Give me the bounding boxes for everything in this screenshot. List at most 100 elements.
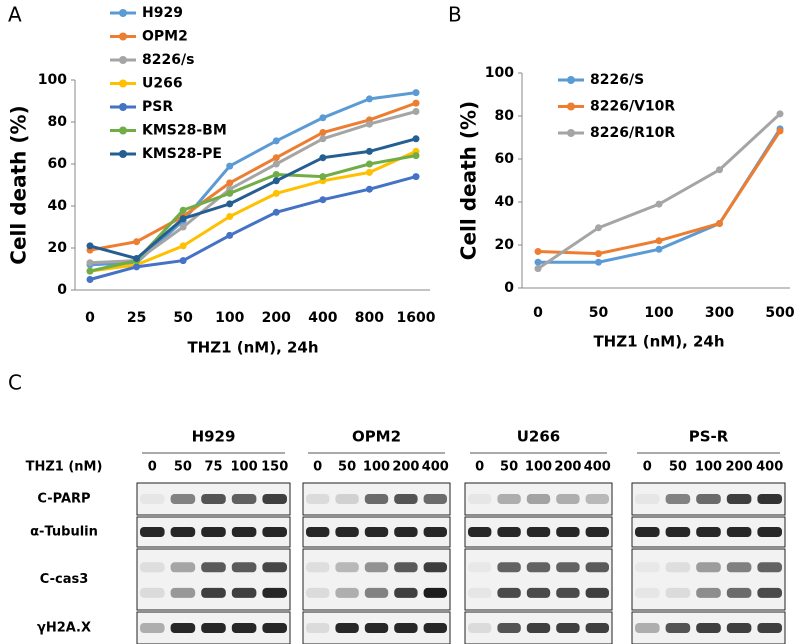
data-point xyxy=(226,200,234,208)
row-label: C-cas3 xyxy=(40,572,89,587)
x-axis-title: THZ1 (nM), 24h xyxy=(593,333,724,351)
x-tick-label: 50 xyxy=(589,305,609,321)
data-point xyxy=(365,160,373,168)
blot-band xyxy=(468,623,492,633)
x-tick-label: 500 xyxy=(765,305,794,321)
data-point xyxy=(655,245,663,253)
x-tick-label: 1600 xyxy=(397,310,436,326)
blot-band xyxy=(468,527,492,537)
blot-frame xyxy=(302,548,451,611)
legend-label: 8226/R10R xyxy=(590,125,675,141)
data-point xyxy=(534,247,542,255)
blot-frame xyxy=(136,548,291,611)
row-label: α-Tubulin xyxy=(30,525,98,540)
dose-label: 100 xyxy=(525,460,552,475)
blot-band xyxy=(140,623,165,633)
blot-band xyxy=(757,562,782,573)
data-point xyxy=(365,185,373,193)
blot-band xyxy=(423,494,447,504)
y-tick-label: 100 xyxy=(38,72,67,88)
panel-label: B xyxy=(448,3,462,27)
series-line xyxy=(89,175,417,281)
panel-label: A xyxy=(8,3,22,27)
blot-band xyxy=(394,587,418,598)
data-point xyxy=(319,196,327,204)
blot-band xyxy=(140,587,165,598)
blot-band xyxy=(696,494,721,504)
data-point xyxy=(412,99,420,107)
legend-label: U266 xyxy=(142,76,183,92)
data-point xyxy=(412,173,420,181)
dose-label: 400 xyxy=(584,460,611,475)
blot-band xyxy=(262,562,287,573)
data-point xyxy=(716,220,723,227)
y-tick-label: 20 xyxy=(48,240,68,256)
legend-label: 8226/S xyxy=(590,72,644,88)
group-label: PS-R xyxy=(689,428,729,446)
data-point xyxy=(86,242,94,250)
blot-band xyxy=(140,494,165,504)
blot-band xyxy=(394,562,418,573)
blot-band xyxy=(665,527,691,537)
legend-marker xyxy=(119,9,127,17)
data-point xyxy=(86,276,94,283)
blot-band xyxy=(170,562,196,573)
y-tick-label: 80 xyxy=(495,108,515,124)
x-tick-label: 25 xyxy=(127,310,146,326)
dose-label: 100 xyxy=(363,460,390,475)
data-point xyxy=(226,189,234,197)
blot-band xyxy=(262,494,287,504)
panel-label: C xyxy=(8,371,22,395)
data-point xyxy=(595,224,602,232)
blot-band xyxy=(585,494,609,504)
blot-band xyxy=(231,623,257,633)
blot-band xyxy=(468,562,492,573)
data-point xyxy=(272,160,280,168)
data-point xyxy=(86,259,94,267)
blot-band xyxy=(497,623,521,633)
blot-band xyxy=(335,527,359,537)
blot-band xyxy=(201,527,226,537)
blot-band xyxy=(140,562,165,573)
legend-marker xyxy=(119,103,127,111)
blot-band xyxy=(585,527,609,537)
blot-frame xyxy=(464,482,613,516)
data-point xyxy=(365,120,373,128)
dose-label: 400 xyxy=(422,460,449,475)
blot-frame xyxy=(631,548,786,611)
data-point xyxy=(412,89,420,97)
y-tick-label: 0 xyxy=(504,280,514,296)
blot-band xyxy=(726,587,752,598)
blot-band xyxy=(696,587,721,598)
legend-marker xyxy=(567,102,575,111)
blot-band xyxy=(726,562,752,573)
data-point xyxy=(272,137,280,145)
dose-label: 50 xyxy=(338,460,356,475)
x-tick-label: 0 xyxy=(85,310,95,326)
blot-band xyxy=(364,562,389,573)
dose-label: 0 xyxy=(313,460,322,475)
data-point xyxy=(319,114,327,122)
legend-marker xyxy=(567,129,575,137)
dose-label: 150 xyxy=(261,460,288,475)
data-point xyxy=(179,215,187,223)
blot-band xyxy=(757,587,782,598)
blot-band xyxy=(696,527,721,537)
x-tick-label: 300 xyxy=(705,305,734,321)
x-tick-label: 0 xyxy=(533,305,543,321)
blot-band xyxy=(757,623,782,633)
data-point xyxy=(272,177,280,185)
blot-band xyxy=(170,587,196,598)
dose-label: 100 xyxy=(695,460,722,475)
y-axis-title: Cell death (%) xyxy=(457,101,481,260)
blot-band xyxy=(468,587,492,598)
blot-band xyxy=(696,623,721,633)
data-point xyxy=(365,168,373,176)
blot-band xyxy=(140,527,165,537)
dose-label: 0 xyxy=(475,460,484,475)
blot-band xyxy=(170,494,196,504)
data-point xyxy=(595,250,602,258)
dose-label: 400 xyxy=(756,460,783,475)
x-tick-label: 200 xyxy=(262,310,291,326)
blot-band xyxy=(556,623,580,633)
